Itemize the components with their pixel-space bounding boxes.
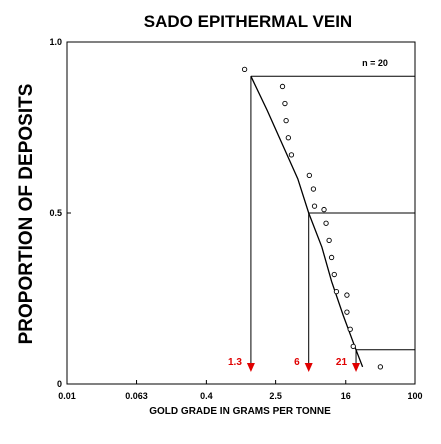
data-point — [347, 326, 353, 332]
x-tick-label: 16 — [341, 391, 351, 401]
data-point — [285, 135, 291, 141]
percentile-arrow — [246, 363, 255, 372]
y-axis-label: PROPORTION OF DEPOSITS — [16, 84, 37, 345]
data-points — [241, 66, 384, 370]
fitted-curve-line — [250, 75, 364, 368]
x-tick-label: 0.01 — [58, 391, 76, 401]
data-point — [241, 66, 248, 73]
percentile-label: 1.3 — [228, 357, 242, 368]
percentile-label: 6 — [294, 357, 300, 368]
x-axis-ticks: 0.01 0.063 0.4 2.5 16 100 — [58, 380, 423, 401]
x-tick-label: 0.063 — [125, 391, 148, 401]
percentile-label: 21 — [336, 357, 348, 368]
y-tick-label: 0.5 — [49, 208, 62, 218]
x-axis-label: GOLD GRADE IN GRAMS PER TONNE — [149, 406, 331, 417]
data-point — [310, 186, 317, 192]
data-point — [288, 152, 295, 158]
data-point — [321, 206, 327, 213]
x-tick-label: 100 — [407, 391, 422, 401]
data-point — [311, 203, 318, 209]
x-tick-label: 0.4 — [200, 391, 213, 401]
y-tick-label: 0 — [57, 379, 62, 389]
fitted-curve — [250, 75, 364, 368]
data-point — [328, 254, 335, 261]
data-point — [326, 237, 332, 244]
data-point — [306, 172, 312, 179]
data-point — [350, 343, 356, 350]
data-point — [333, 289, 340, 295]
percentile-markers: 1.3 6 21 — [228, 75, 415, 372]
x-tick-label: 2.5 — [269, 391, 282, 401]
data-point — [344, 309, 350, 315]
y-axis-ticks: 0 0.5 1.0 — [49, 37, 71, 389]
sample-count-label: n = 20 — [362, 58, 388, 68]
data-point — [323, 220, 329, 226]
data-point — [282, 100, 288, 107]
data-point — [331, 271, 337, 278]
percentile-arrow — [304, 363, 313, 372]
data-point — [377, 364, 384, 370]
data-point — [283, 118, 289, 124]
percentile-arrow — [352, 363, 361, 372]
data-point — [344, 292, 350, 298]
chart-title: SADO EPITHERMAL VEIN — [144, 12, 352, 31]
y-tick-label: 1.0 — [49, 37, 62, 47]
data-point — [279, 83, 286, 90]
